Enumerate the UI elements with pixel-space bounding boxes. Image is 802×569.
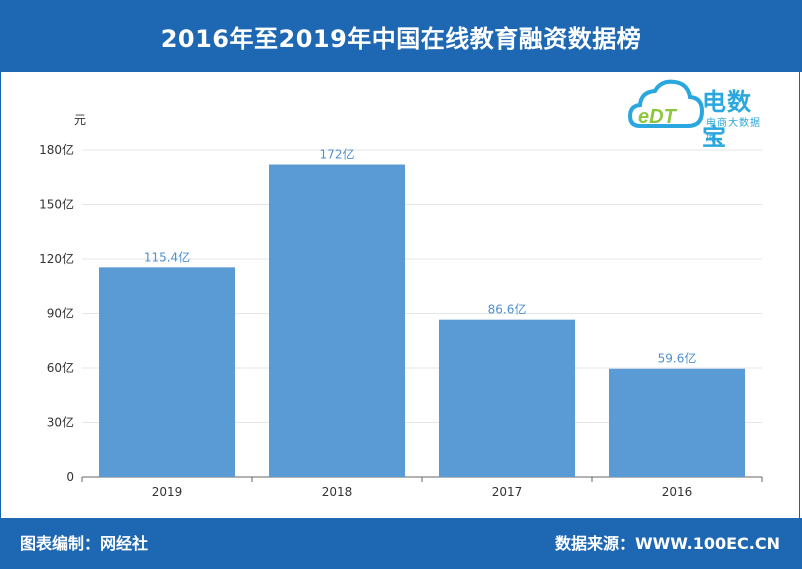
- bar-value-label: 172亿: [320, 147, 355, 162]
- bar-value-label: 115.4亿: [144, 249, 190, 264]
- y-tick-label: 30亿: [47, 415, 74, 430]
- bar-value-label: 59.6亿: [658, 351, 697, 366]
- footer-credit: 图表编制：网经社: [20, 534, 149, 553]
- y-tick-label: 0: [66, 470, 74, 484]
- logo-subtitle: 电商大数据库: [706, 118, 761, 144]
- logo-brand: 电数宝: [702, 88, 752, 151]
- footer-bar: 图表编制：网经社 数据来源：WWW.100EC.CN: [0, 518, 802, 569]
- bar: [609, 368, 745, 477]
- y-tick-label: 90亿: [47, 306, 74, 321]
- bars: 115.4亿 172亿 86.6亿 59.6亿: [99, 147, 745, 478]
- x-tick-label: 2017: [492, 485, 523, 499]
- y-axis-ticks: 0 30亿 60亿 90亿 120亿 150亿 180亿: [39, 142, 74, 484]
- bar: [269, 164, 405, 478]
- y-tick-label: 60亿: [47, 360, 74, 375]
- x-tick-label: 2018: [322, 485, 353, 499]
- x-axis-ticks: 2019 2018 2017 2016: [81, 477, 763, 499]
- edt-logo: eDT 电数宝 电商大数据库: [627, 76, 768, 151]
- y-tick-label: 180亿: [39, 142, 74, 157]
- x-tick-label: 2019: [152, 485, 183, 499]
- bar: [439, 319, 575, 477]
- y-tick-label: 120亿: [39, 251, 74, 266]
- logo-mark: eDT: [638, 106, 678, 128]
- bar: [99, 267, 235, 477]
- chart-title: 2016年至2019年中国在线教育融资数据榜: [160, 24, 642, 53]
- cloud-logo-icon: eDT: [627, 79, 705, 128]
- header-bar: 2016年至2019年中国在线教育融资数据榜: [0, 0, 802, 72]
- y-unit-label: 元: [74, 113, 86, 127]
- y-tick-label: 150亿: [39, 197, 74, 212]
- footer-source: 数据来源：WWW.100EC.CN: [554, 534, 780, 553]
- bar-value-label: 86.6亿: [488, 302, 527, 317]
- x-tick-label: 2016: [662, 485, 693, 499]
